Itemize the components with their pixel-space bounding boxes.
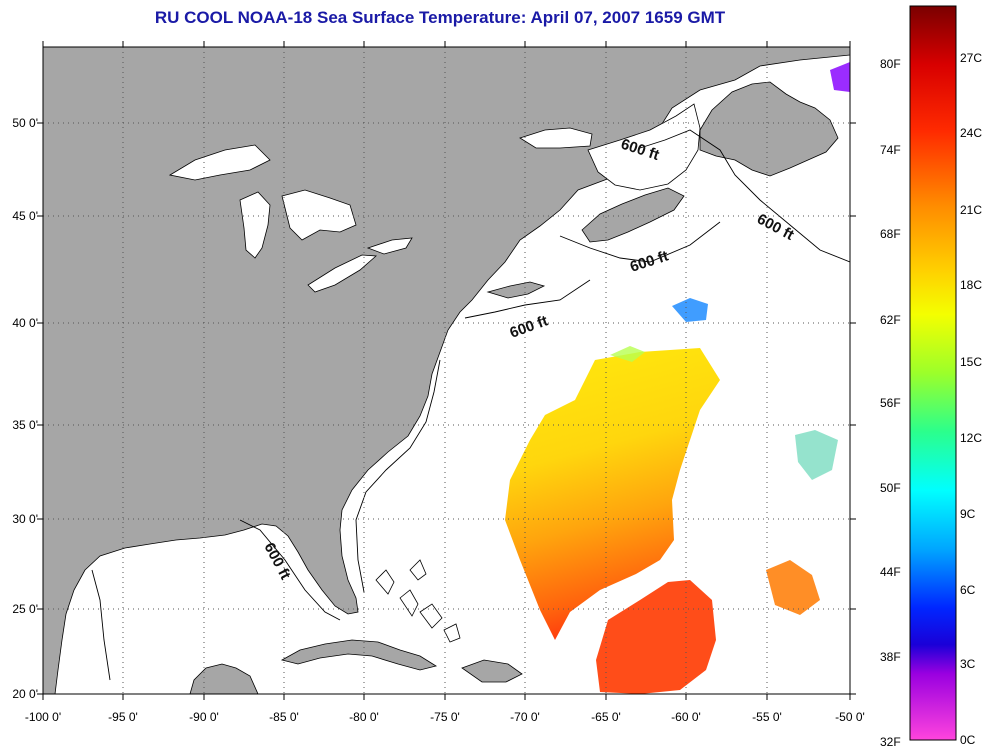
lon-label: -75 0' [430, 710, 460, 724]
colorbar-celsius-label: 21C [960, 203, 982, 217]
st-lawrence-river [519, 127, 593, 149]
sst-swath-south [596, 580, 716, 694]
land-newfoundland [699, 81, 839, 177]
lon-label: -65 0' [591, 710, 621, 724]
lat-label: 40 0' [12, 316, 38, 330]
map-title: RU COOL NOAA-18 Sea Surface Temperature:… [154, 8, 726, 27]
lat-label: 25 0' [12, 602, 38, 616]
lake-ontario [366, 237, 413, 255]
colorbar-fahrenheit-label: 50F [880, 481, 901, 495]
colorbar-fahrenheit-label: 68F [880, 227, 901, 241]
land-long-island [486, 281, 546, 299]
colorbar-celsius-label: 0C [960, 733, 976, 747]
colorbar-fahrenheit-label: 62F [880, 313, 901, 327]
lake-huron [281, 189, 357, 241]
lake-michigan [239, 191, 271, 259]
lon-label: -55 0' [752, 710, 782, 724]
sst-patch-east [766, 560, 820, 615]
sst-patch-cold [672, 298, 708, 322]
land-hispaniola [461, 659, 523, 683]
lake-superior [168, 144, 271, 181]
lon-label: -100 0' [25, 710, 61, 724]
lat-label: 35 0' [12, 418, 38, 432]
lon-label: -85 0' [269, 710, 299, 724]
lon-label: -80 0' [349, 710, 379, 724]
colorbar-celsius-label: 15C [960, 355, 982, 369]
sst-patch-violet [830, 62, 850, 92]
latitude-axis: 50 0' 45 0' 40 0' 35 0' 30 0' 25 0' 20 0' [12, 116, 856, 701]
colorbar-fahrenheit-label: 74F [880, 143, 901, 157]
colorbar-fahrenheit-label: 32F [880, 735, 901, 749]
colorbar-celsius-label: 3C [960, 657, 976, 671]
colorbar-celsius-label: 12C [960, 431, 982, 445]
colorbar-celsius-label: 27C [960, 51, 982, 65]
lon-label: -90 0' [189, 710, 219, 724]
colorbar-celsius-label: 18C [960, 278, 982, 292]
land-cuba [280, 639, 438, 671]
lat-label: 50 0' [12, 116, 38, 130]
lake-erie [307, 254, 377, 293]
land-yucatan [189, 663, 259, 694]
color-bar [909, 5, 957, 741]
sst-swath [505, 348, 720, 640]
isobath-600ft [91, 129, 850, 681]
lon-label: -95 0' [108, 710, 138, 724]
colorbar-fahrenheit-label: 38F [880, 650, 901, 664]
colorbar-celsius-label: 9C [960, 507, 976, 521]
color-bar-labels: 80F 74F 68F 62F 56F 50F 44F 38F 32F 27C 24C 21C 18C 1… [880, 51, 982, 749]
sst-patch-northeast [795, 430, 838, 480]
lon-label: -60 0' [671, 710, 701, 724]
map-frame [42, 46, 851, 695]
land-bahamas [375, 559, 461, 643]
colorbar-celsius-label: 24C [960, 126, 982, 140]
lat-label: 30 0' [12, 512, 38, 526]
colorbar-celsius-label: 6C [960, 583, 976, 597]
sst-patch-north-edge [610, 346, 645, 362]
colorbar-fahrenheit-label: 80F [880, 57, 901, 71]
lon-label: -50 0' [835, 710, 865, 724]
lat-label: 20 0' [12, 687, 38, 701]
colorbar-fahrenheit-label: 44F [880, 565, 901, 579]
colorbar-fahrenheit-label: 56F [880, 396, 901, 410]
longitude-axis: -100 0' -95 0' -90 0' -85 0' -80 0' -75 0' -70… [25, 41, 865, 724]
lon-label: -70 0' [510, 710, 540, 724]
land-nova-scotia [581, 187, 685, 243]
lat-label: 45 0' [12, 209, 38, 223]
